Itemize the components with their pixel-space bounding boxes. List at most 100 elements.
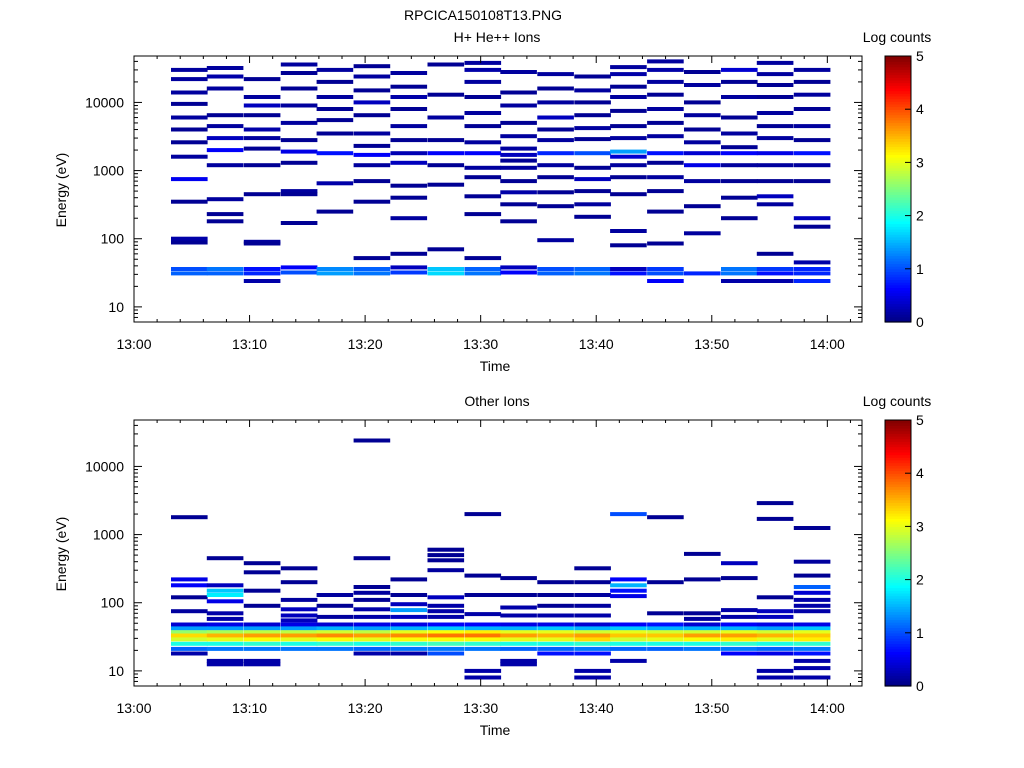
spectrogram-cell	[610, 583, 647, 588]
spectrogram-cell	[243, 136, 281, 141]
spectrogram-cell	[793, 79, 831, 84]
spectrogram-cell	[390, 630, 428, 635]
spectrogram-cell	[500, 646, 537, 651]
spectrogram-cell	[684, 179, 721, 184]
spectrogram-cell	[537, 630, 574, 635]
spectrogram-cell	[684, 140, 721, 145]
colorbar-step	[885, 56, 911, 60]
spectrogram-cell	[171, 271, 208, 276]
spectrogram-cell	[574, 137, 611, 142]
spectrogram-cell	[684, 616, 721, 621]
colorbar-step	[885, 141, 911, 145]
spectrogram-cell	[793, 260, 831, 265]
spectrogram-cell	[610, 594, 647, 599]
colorbar-step	[885, 547, 911, 551]
colorbar-step	[885, 518, 911, 522]
spectrogram-cell	[243, 192, 281, 197]
spectrogram-cell	[500, 662, 537, 667]
colorbar-step	[885, 571, 911, 575]
spectrogram-cell	[353, 179, 391, 184]
spectrogram-cell	[684, 113, 721, 118]
spectrogram-cell	[793, 641, 831, 646]
spectrogram-cell	[206, 148, 244, 153]
panel-h-he-ions: H+ He++ Ions Log counts Time Energy (eV)…	[53, 29, 931, 374]
colorbar-step	[885, 146, 911, 150]
spectrogram-cell	[390, 195, 428, 200]
colorbar-step	[885, 465, 911, 469]
spectrogram-cell	[684, 271, 721, 276]
spectrogram-cell	[610, 108, 647, 113]
spectrogram-cell	[574, 633, 611, 638]
colorbar-step	[885, 590, 911, 594]
x-tick-label: 14:00	[810, 336, 845, 352]
spectrogram-cell	[390, 577, 428, 582]
spectrogram-cell	[206, 611, 244, 616]
spectrogram-cell	[316, 271, 354, 276]
colorbar-step	[885, 443, 911, 448]
x-tick-label: 13:50	[694, 700, 729, 716]
spectrogram-cell	[574, 151, 611, 156]
colorbar-step	[885, 502, 911, 506]
spectrogram-cell	[316, 622, 354, 627]
spectrogram-cell	[537, 72, 574, 77]
spectrogram-cell	[390, 641, 428, 646]
spectrogram-cell	[243, 561, 281, 566]
spectrogram-cell	[756, 646, 794, 651]
spectrogram-cell	[574, 668, 611, 673]
spectrogram-cell	[390, 84, 428, 89]
spectrogram-cell	[793, 151, 831, 156]
spectrogram-cell	[793, 675, 831, 680]
colorbar-step	[885, 165, 911, 169]
spectrogram-cell	[574, 675, 611, 680]
colorbar-step	[885, 247, 911, 251]
colorbar-step	[885, 529, 911, 533]
spectrogram-cell	[353, 113, 391, 118]
colorbar-step	[885, 295, 911, 299]
colorbar-step	[885, 236, 911, 241]
colorbar-step	[885, 284, 911, 289]
colorbar-tick-label: 0	[916, 314, 924, 330]
spectrogram-cell	[721, 622, 758, 627]
spectrogram-cell	[171, 651, 208, 656]
spectrogram-cell	[756, 641, 794, 646]
spectrogram-cell	[206, 219, 244, 224]
colorbar-step	[885, 215, 911, 219]
colorbar-step	[885, 611, 911, 615]
spectrogram-cell	[793, 597, 831, 602]
colorbar-step	[885, 555, 911, 559]
spectrogram-cell	[171, 595, 208, 600]
spectrogram-cell	[390, 251, 428, 256]
spectrogram-cell	[353, 88, 391, 93]
spectrogram-cell	[756, 202, 794, 207]
spectrogram-cell	[721, 576, 758, 581]
spectrogram-cell	[500, 158, 537, 163]
colorbar-step	[885, 127, 911, 132]
spectrogram-cell	[171, 515, 208, 520]
spectrogram-cell	[171, 646, 208, 651]
spectrogram-cell	[464, 151, 502, 156]
spectrogram-cell	[574, 646, 611, 651]
colorbar-step	[885, 441, 911, 445]
spectrogram-cell	[464, 641, 502, 646]
spectrogram-cell	[793, 224, 831, 229]
spectrogram-cell	[684, 83, 721, 87]
colorbar-step	[885, 282, 911, 286]
colorbar-step	[885, 624, 911, 629]
spectrogram-cell	[390, 614, 428, 619]
spectrogram-cell	[316, 637, 354, 642]
spectrogram-cell	[243, 241, 281, 246]
spectrogram-cell	[610, 630, 647, 635]
spectrogram-cell	[756, 614, 794, 619]
spectrogram-cell	[280, 580, 318, 585]
colorbar-step	[885, 276, 911, 281]
colorbar-step	[885, 574, 911, 578]
spectrogram-cell	[537, 151, 574, 156]
colorbar-step	[885, 260, 911, 265]
colorbar-step	[885, 77, 911, 81]
panel-title: H+ He++ Ions	[454, 29, 541, 45]
colorbar-step	[885, 449, 911, 453]
spectrogram-cell	[500, 202, 537, 207]
spectrogram-cell	[390, 151, 428, 156]
spectrogram-cell	[574, 189, 611, 194]
spectrogram-cell	[206, 641, 244, 646]
